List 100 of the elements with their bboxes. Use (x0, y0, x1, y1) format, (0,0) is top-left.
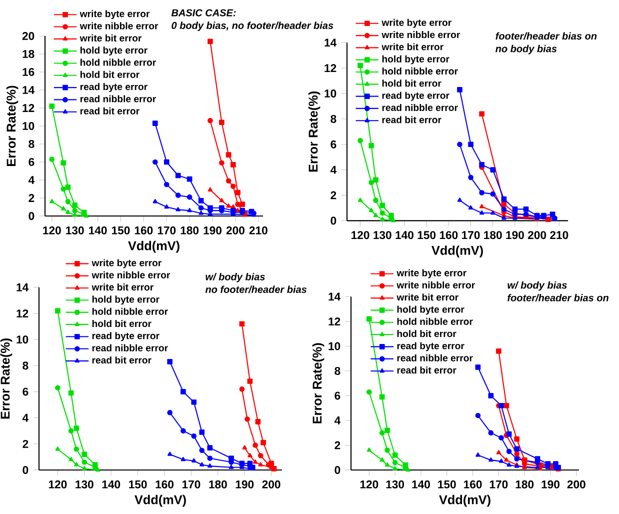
legend-label: read bit error (80, 107, 140, 114)
legend-label: hold bit error (397, 330, 456, 338)
x-tick-label: 120 (352, 231, 370, 240)
x-tick-label: 170 (462, 231, 480, 240)
x-tick-label: 120 (43, 226, 61, 234)
y-tick-label: 0 (330, 216, 336, 225)
y-tick-label: 2 (334, 441, 340, 450)
x-tick-label: 150 (438, 480, 456, 488)
x-tick-label: 200 (528, 231, 546, 240)
x-tick-label: 200 (567, 480, 586, 488)
legend-label: hold bit error (80, 70, 140, 78)
legend-label: write bit error (92, 284, 154, 291)
x-tick-label: 170 (158, 226, 176, 234)
x-tick-label: 140 (396, 231, 414, 240)
y-tick-label: 2 (28, 194, 34, 202)
chart-title: BASIC CASE: (171, 9, 236, 16)
x-tick-label: 210 (249, 226, 268, 234)
legend-label: read bit error (92, 356, 152, 364)
x-tick-label: 160 (464, 480, 482, 488)
legend-label: read bit error (397, 366, 456, 374)
legend-label: write bit error (382, 43, 444, 50)
x-tick-label: 120 (360, 480, 378, 488)
y-tick-label: 10 (22, 122, 34, 130)
x-axis-title: Vdd(mV) (128, 240, 180, 253)
legend-label: read byte error (92, 332, 160, 342)
x-tick-label: 150 (112, 226, 130, 234)
x-tick-label: 190 (506, 231, 524, 240)
y-tick-label: 6 (330, 140, 336, 148)
x-tick-label: 190 (542, 480, 560, 488)
chart-subtitle: no footer/header bias (205, 286, 307, 294)
legend-label: write bit error (80, 34, 142, 42)
y-axis-title: Error Rate(%) (308, 91, 320, 172)
x-axis-title: Vdd(mV) (134, 494, 186, 507)
chart-subtitle: 0 body bias, no footer/header bias (172, 22, 334, 31)
y-tick-label: 0 (334, 466, 340, 474)
x-tick-label: 180 (209, 480, 227, 488)
legend-label: read bit error (382, 116, 442, 124)
x-tick-label: 210 (550, 231, 568, 240)
x-tick-label: 130 (374, 231, 392, 240)
chart-subtitle: footer/header bias on (508, 294, 608, 302)
legend-label: write nibble error (396, 281, 475, 288)
legend-label: read nibble error (80, 95, 156, 102)
y-tick-label: 12 (324, 64, 336, 72)
legend-label: hold bit error (92, 320, 152, 328)
y-tick-label: 8 (28, 140, 34, 148)
y-tick-label: 2 (330, 191, 336, 200)
x-axis-title: Vdd(mV) (432, 246, 483, 258)
x-tick-label: 170 (490, 480, 508, 488)
y-tick-label: 8 (330, 114, 336, 123)
x-tick-label: 170 (182, 480, 200, 488)
y-tick-label: 8 (334, 366, 340, 375)
y-tick-label: 20 (22, 32, 34, 40)
y-tick-label: 12 (16, 309, 28, 318)
x-tick-label: 130 (66, 226, 84, 234)
y-tick-label: 12 (22, 104, 34, 112)
y-tick-label: 10 (16, 336, 28, 344)
legend-label: hold byte error (80, 46, 148, 56)
x-tick-label: 130 (386, 480, 404, 488)
x-tick-label: 180 (516, 480, 534, 488)
legend-label: read nibble error (382, 104, 458, 112)
y-tick-label: 6 (28, 158, 34, 166)
legend-label: write nibble error (382, 31, 460, 38)
x-tick-label: 180 (180, 226, 199, 234)
legend-label: read byte error (382, 92, 450, 101)
legend-label: hold nibble error (80, 58, 156, 66)
legend-label: hold byte error (397, 306, 464, 315)
y-tick-label: 14 (22, 86, 35, 94)
legend-label: write nibble error (92, 271, 170, 278)
y-tick-label: 10 (328, 342, 340, 350)
legend-label: write bit error (396, 294, 458, 301)
x-tick-label: 160 (156, 480, 174, 488)
y-tick-label: 4 (330, 166, 337, 174)
y-axis-title: Error Rate(%) (6, 86, 18, 166)
x-tick-label: 150 (129, 480, 147, 488)
y-tick-label: 16 (22, 68, 34, 76)
x-tick-label: 160 (134, 226, 153, 234)
legend-label: write nibble error (80, 22, 158, 30)
legend-label: hold byte error (92, 296, 160, 305)
x-tick-label: 140 (89, 226, 107, 234)
y-tick-label: 14 (328, 292, 341, 301)
legend-label: hold bit error (382, 80, 442, 87)
legend-label: write byte error (92, 259, 162, 268)
y-tick-label: 4 (28, 176, 35, 184)
y-axis-title: Error Rate(%) (312, 343, 324, 424)
x-tick-label: 200 (262, 480, 280, 488)
y-tick-label: 0 (22, 466, 28, 474)
y-axis-title: Error Rate(%) (0, 338, 12, 419)
x-tick-label: 150 (418, 231, 436, 240)
legend-label: write byte error (396, 269, 466, 278)
chart-subtitle: no body bias (496, 44, 557, 54)
x-tick-label: 130 (76, 480, 94, 488)
x-tick-label: 180 (484, 231, 502, 240)
chart-title: w/ body bias (206, 272, 265, 282)
y-tick-label: 4 (22, 414, 29, 422)
chart-title: w/ body bias (508, 281, 567, 291)
y-tick-label: 14 (16, 283, 29, 292)
x-tick-label: 140 (412, 480, 430, 488)
legend-label: hold byte error (382, 55, 450, 64)
x-tick-label: 120 (48, 480, 67, 488)
legend-label: write byte error (382, 18, 452, 28)
